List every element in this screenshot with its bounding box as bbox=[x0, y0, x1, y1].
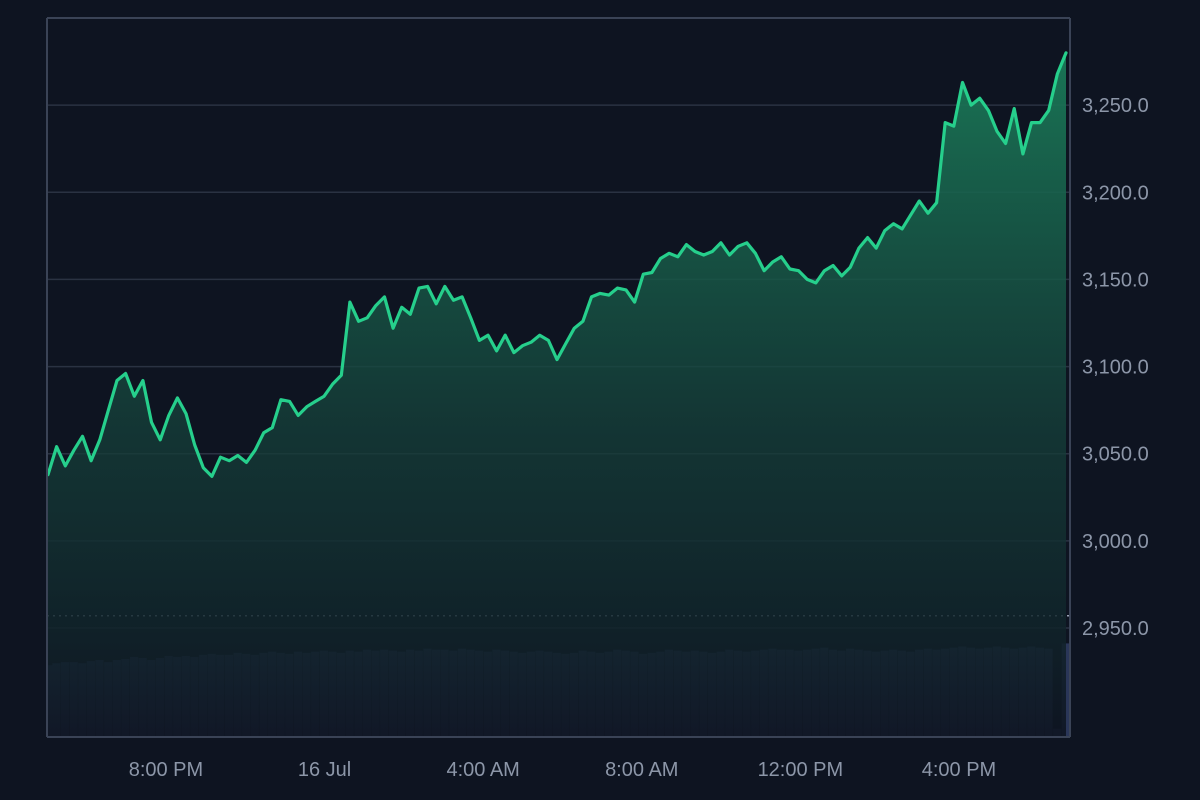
y-tick-label: 2,950.0 bbox=[1082, 618, 1149, 640]
y-tick-label: 3,200.0 bbox=[1082, 182, 1149, 204]
x-tick-label: 4:00 AM bbox=[446, 759, 519, 781]
y-tick-label: 3,050.0 bbox=[1082, 444, 1149, 466]
plot-frame bbox=[46, 17, 1071, 738]
y-tick-label: 3,000.0 bbox=[1082, 531, 1149, 553]
x-tick-label: 8:00 PM bbox=[129, 759, 203, 781]
price-line-group bbox=[46, 51, 1068, 478]
price-line bbox=[46, 51, 1068, 478]
x-tick-label: 12:00 PM bbox=[758, 759, 844, 781]
x-axis: 8:00 PM 16 Jul 4:00 AM 8:00 AM 12:00 PM 4:00 … bbox=[129, 759, 997, 781]
x-tick-label: 8:00 AM bbox=[605, 759, 678, 781]
y-tick-label: 3,250.0 bbox=[1082, 95, 1149, 117]
price-area bbox=[48, 52, 1066, 737]
y-axis: 3,250.0 3,200.0 3,150.0 3,100.0 3,050.0 3,000… bbox=[1082, 95, 1149, 640]
y-tick-label: 3,100.0 bbox=[1082, 357, 1149, 379]
x-tick-label: 16 Jul bbox=[298, 759, 351, 781]
price-area-fill bbox=[48, 52, 1066, 737]
y-tick-label: 3,150.0 bbox=[1082, 269, 1149, 291]
x-tick-label: 4:00 PM bbox=[922, 759, 996, 781]
